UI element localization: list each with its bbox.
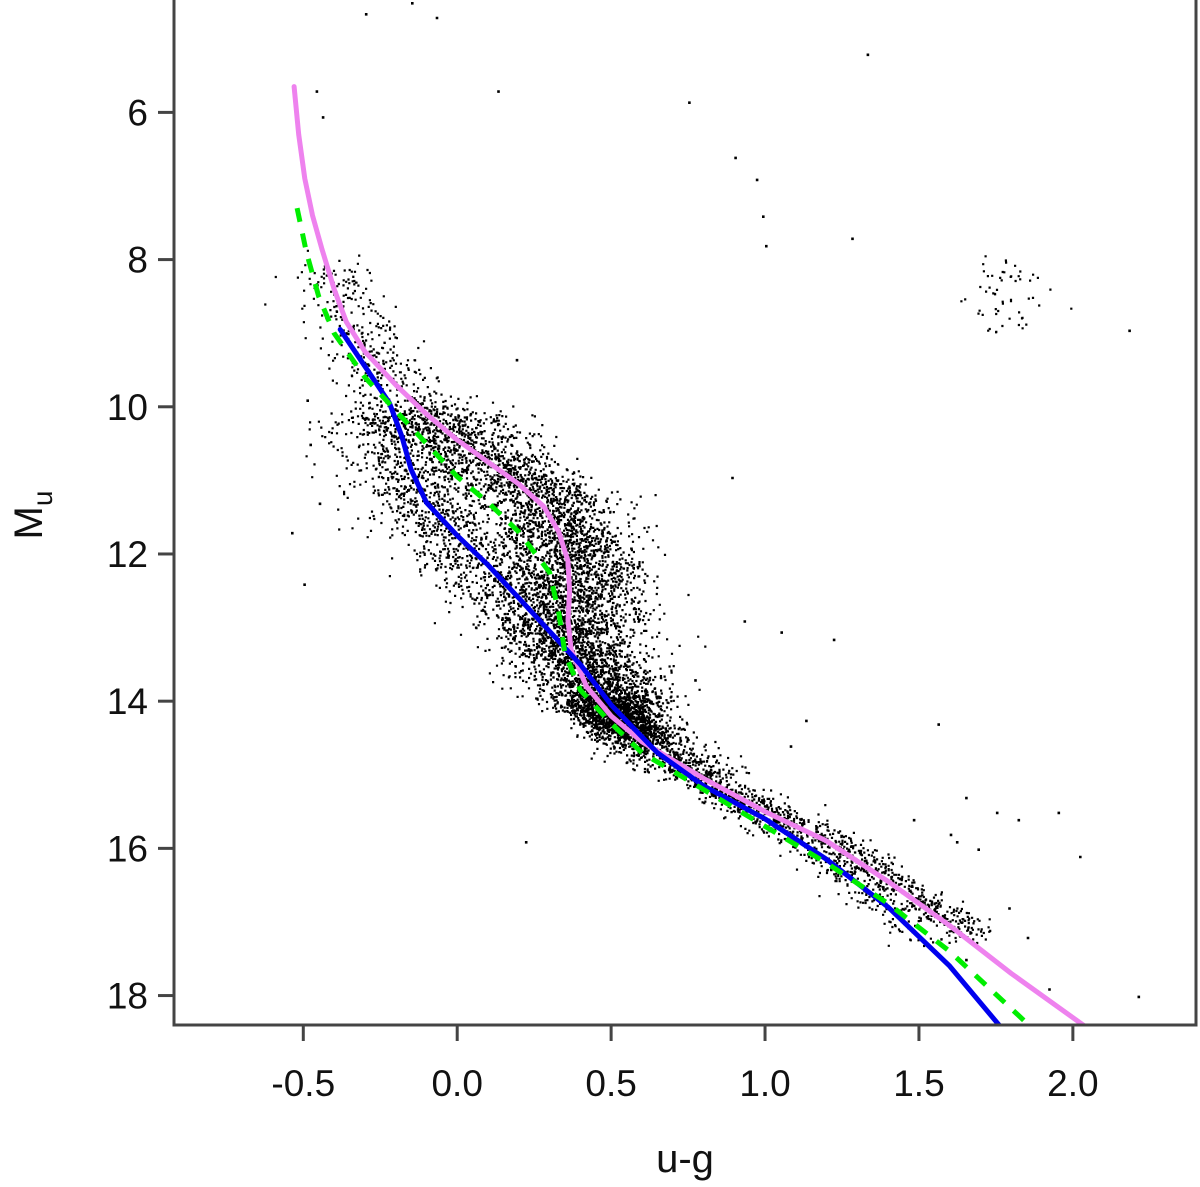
y-tick-label: 8 xyxy=(127,240,148,281)
y-tick-label: 18 xyxy=(107,976,148,1017)
x-tick-label: 0.5 xyxy=(585,1063,636,1104)
y-axis: 6 8 10 12 14 16 18 xyxy=(107,92,174,1017)
series-line-2 xyxy=(337,327,1003,1025)
y-tick-label: 10 xyxy=(107,387,148,428)
x-tick-label: 1.0 xyxy=(739,1063,790,1104)
x-axis: -0.5 0.0 0.5 1.0 1.5 2.0 xyxy=(271,1025,1099,1104)
y-tick-label: 12 xyxy=(107,534,148,575)
y-axis-title: Mu xyxy=(7,491,58,540)
y-tick-label: 16 xyxy=(107,828,148,869)
x-tick-label: 2.0 xyxy=(1047,1063,1098,1104)
y-tick-label: 6 xyxy=(127,92,148,133)
series-line-3 xyxy=(294,207,1033,1025)
plot-frame xyxy=(172,0,1198,1027)
model-curves xyxy=(291,84,1088,1025)
scatter-point-cloud xyxy=(264,2,1141,999)
x-tick-label: 1.5 xyxy=(893,1063,944,1104)
scatter-points xyxy=(264,2,1141,999)
y-tick-label: 14 xyxy=(107,681,148,722)
y-axis-title-sub: u xyxy=(27,491,58,507)
x-tick-label: 0.0 xyxy=(431,1063,482,1104)
series-line-1 xyxy=(291,84,1088,1025)
y-axis-title-main: M xyxy=(7,506,51,539)
x-tick-label: -0.5 xyxy=(271,1063,335,1104)
x-axis-title: u-g xyxy=(656,1137,714,1181)
